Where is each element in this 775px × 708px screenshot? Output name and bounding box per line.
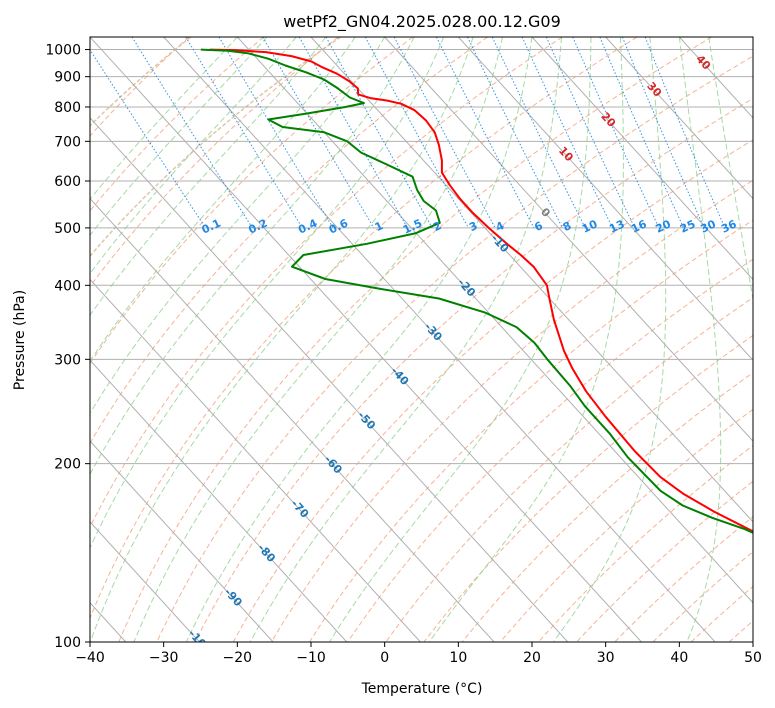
y-tick-label: 800 [54, 100, 81, 116]
mixing-ratio-line [435, 37, 535, 229]
moist-adiabat [708, 37, 753, 302]
dewpoint-profile-line [200, 48, 753, 534]
moist-adiabat [90, 37, 474, 642]
plot-frame [89, 36, 754, 643]
mixing-ratio-label: 36 [719, 217, 739, 235]
isotherm-line [90, 521, 200, 642]
mixing-ratio-line [218, 37, 334, 229]
moist-adiabat [133, 37, 503, 642]
moist-adiabat [329, 37, 592, 642]
x-tick-label: 20 [523, 650, 541, 666]
dry-adiabat [232, 139, 753, 642]
dry-adiabat [461, 372, 753, 642]
isotherm-line [90, 440, 274, 642]
mixing-ratio-line [325, 37, 433, 229]
x-tick-label: −30 [149, 650, 179, 666]
x-tick-label: 0 [380, 650, 389, 666]
isotherm-line [605, 37, 753, 200]
dry-adiabat [385, 296, 753, 642]
mixing-ratio-line [545, 37, 636, 229]
x-axis-label: Temperature (°C) [361, 681, 483, 697]
mixing-ratio-label: 30 [699, 217, 719, 235]
moist-adiabat [678, 37, 722, 642]
y-tick-label: 500 [54, 221, 81, 237]
y-tick-label: 600 [54, 174, 81, 190]
moist-adiabat [90, 37, 297, 275]
mixing-ratio-line [521, 37, 614, 229]
y-tick-label: 200 [54, 457, 81, 473]
mixing-ratio-label: 10 [580, 217, 600, 235]
x-tick-label: −40 [75, 650, 105, 666]
dry-adiabat [90, 37, 563, 529]
temperature-profile-line [209, 48, 753, 533]
dry-adiabat [90, 37, 638, 620]
x-tick-label: 50 [744, 650, 762, 666]
mixing-ratio-line [298, 37, 408, 229]
x-tick-label: −20 [223, 650, 253, 666]
mixing-ratio-label: 16 [629, 217, 649, 235]
isotherm-line [90, 117, 569, 642]
isotherm-line [236, 37, 753, 604]
isotherm-line [384, 37, 753, 442]
dry-adiabat [614, 516, 753, 642]
dry-adiabat [90, 37, 339, 288]
moist-adiabat [90, 37, 356, 363]
dry-adiabat [90, 37, 264, 212]
dry-adiabat [347, 258, 753, 642]
isotherm-line [90, 278, 421, 642]
dry-adiabat [538, 444, 753, 642]
isotherm-line [531, 37, 753, 281]
mixing-ratio-line [131, 37, 253, 229]
x-tick-label: 30 [597, 650, 615, 666]
moist-adiabat [90, 37, 238, 200]
mixing-ratio-label: 25 [678, 217, 697, 235]
moist-adiabat [90, 37, 327, 317]
moist-adiabat [90, 37, 386, 415]
mixing-ratio-label: 13 [607, 217, 626, 235]
y-tick-label: 700 [54, 134, 81, 150]
y-tick-label: 1000 [45, 43, 81, 59]
y-tick-label: 400 [54, 278, 81, 294]
mixing-ratio-line [599, 37, 685, 229]
mixing-ratio-line [467, 37, 563, 229]
isotherm-line [457, 37, 753, 362]
moist-adiabat [249, 37, 562, 642]
isotherm-line [90, 359, 348, 642]
moist-adiabat [90, 37, 445, 549]
mixing-ratio-line [621, 37, 705, 229]
moist-adiabat [553, 37, 667, 642]
mixing-ratio-line [644, 37, 726, 229]
mixing-ratio-line [364, 37, 469, 229]
dry-adiabat [118, 37, 712, 642]
mixing-ratio-line [185, 37, 303, 229]
y-tick-label: 300 [54, 352, 81, 368]
mixing-ratio-line [90, 48, 206, 229]
y-tick-label: 900 [54, 70, 81, 86]
dry-adiabat [194, 97, 753, 642]
isotherm-line [90, 37, 642, 642]
dry-adiabat [90, 37, 414, 365]
mixing-ratio-line [572, 37, 660, 229]
mixing-ratio-label: 20 [653, 217, 673, 235]
x-tick-label: 10 [449, 650, 467, 666]
x-tick-label: 40 [670, 650, 688, 666]
isotherm-line [310, 37, 753, 523]
x-tick-label: −10 [296, 650, 326, 666]
y-axis-label: Pressure (hPa) [12, 290, 28, 390]
mixing-ratio-line [393, 37, 496, 229]
chart-title: wetPf2_GN04.2025.028.00.12.G09 [283, 12, 561, 32]
moist-adiabat [90, 37, 268, 237]
y-tick-label: 100 [54, 635, 81, 651]
isotherm-line [163, 37, 716, 642]
dry-adiabat [156, 55, 753, 642]
isotherm-line [90, 197, 495, 642]
